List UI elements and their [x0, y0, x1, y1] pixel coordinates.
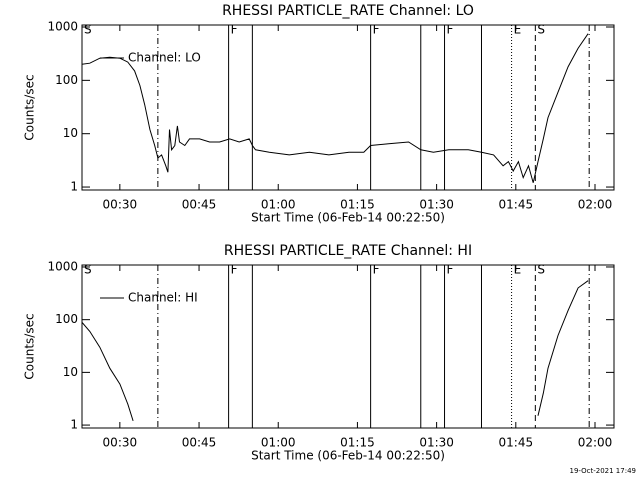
y-tick-label: 10 — [63, 365, 78, 379]
y-tick-label: 1000 — [47, 259, 78, 273]
x-tick-label: 00:30 — [103, 436, 138, 450]
footer: 19-Oct-2021 17:49 — [570, 467, 636, 475]
x-tick-label: 00:30 — [103, 198, 138, 212]
plot-frame — [81, 24, 615, 191]
x-axis-label: Start Time (06-Feb-14 00:22:50) — [251, 449, 445, 463]
x-tick-label: 01:15 — [340, 436, 375, 450]
chart-title: RHESSI PARTICLE_RATE Channel: LO — [222, 3, 474, 19]
x-tick-label: 02:00 — [578, 198, 613, 212]
x-tick-label: 01:30 — [419, 198, 454, 212]
chart-title: RHESSI PARTICLE_RATE Channel: HI — [224, 243, 472, 259]
x-tick-label: 00:45 — [182, 436, 217, 450]
legend-label: Channel: HI — [128, 291, 198, 305]
y-axis-label: Counts/sec — [23, 74, 37, 140]
x-tick-label: 01:45 — [499, 198, 534, 212]
x-tick-label: 02:00 — [578, 436, 613, 450]
event-label: F — [373, 263, 380, 277]
y-tick-label: 1 — [70, 180, 78, 194]
y-tick-label: 1000 — [47, 19, 78, 33]
y-tick-label: 100 — [55, 312, 78, 326]
x-tick-label: 01:45 — [499, 436, 534, 450]
event-label: S — [84, 23, 92, 37]
x-tick-label: 01:30 — [419, 436, 454, 450]
data-line — [82, 280, 589, 422]
x-tick-label: 00:45 — [182, 198, 217, 212]
x-tick-label: 01:00 — [261, 436, 296, 450]
event-label: F — [231, 23, 238, 37]
legend-label: Channel: LO — [128, 51, 201, 65]
event-label: F — [447, 263, 454, 277]
y-tick-label: 1 — [70, 418, 78, 432]
x-tick-label: 01:15 — [340, 198, 375, 212]
x-tick-label: 01:00 — [261, 198, 296, 212]
event-label: F — [373, 23, 380, 37]
event-label: S — [537, 263, 545, 277]
event-label: S — [537, 23, 545, 37]
event-label: F — [231, 263, 238, 277]
y-tick-label: 100 — [55, 73, 78, 87]
data-line — [82, 33, 589, 183]
y-axis-label: Counts/sec — [23, 313, 37, 379]
event-label: S — [84, 263, 92, 277]
event-label: E — [514, 23, 522, 37]
x-axis-label: Start Time (06-Feb-14 00:22:50) — [251, 211, 445, 225]
event-label: E — [514, 263, 522, 277]
event-label: F — [447, 23, 454, 37]
plot-frame — [81, 264, 615, 429]
y-tick-label: 10 — [63, 126, 78, 140]
